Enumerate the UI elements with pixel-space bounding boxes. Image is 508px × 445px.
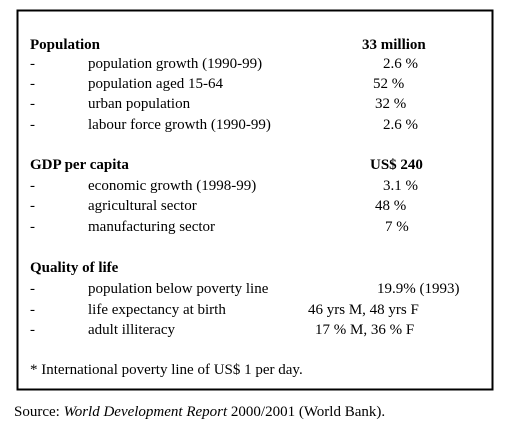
row-marker: - — [30, 302, 35, 318]
row-marker: - — [30, 96, 35, 112]
source-title: World Development Report — [64, 404, 228, 420]
row-value: 48 % — [375, 198, 406, 214]
footnote: * International poverty line of US$ 1 pe… — [30, 362, 303, 378]
row-marker: - — [30, 76, 35, 92]
frame — [16, 9, 494, 391]
row-marker: - — [30, 56, 35, 72]
row-label: manufacturing sector — [88, 219, 215, 235]
row-label: adult illiteracy — [88, 322, 176, 338]
section-heading-value: 33 million — [362, 37, 426, 53]
row-marker: - — [30, 178, 35, 194]
source-prefix: Source: — [14, 404, 60, 420]
row-label: population aged 15-64 — [88, 76, 223, 92]
row-value: 52 % — [373, 76, 404, 92]
section-heading: Population — [30, 37, 101, 53]
row-value: 7 % — [385, 219, 409, 235]
row-label: population growth (1990-99) — [88, 56, 262, 72]
row-label: economic growth (1998-99) — [88, 178, 256, 194]
row-label: population below poverty line — [88, 281, 269, 297]
row-value: 19.9% (1993) — [377, 281, 460, 297]
row-value: 46 yrs M, 48 yrs F — [308, 302, 419, 318]
row-label: life expectancy at birth — [88, 302, 226, 318]
row-marker: - — [30, 198, 35, 214]
section-heading: GDP per capita — [30, 157, 129, 173]
row-marker: - — [30, 281, 35, 297]
row-value: 3.1 % — [383, 178, 418, 194]
row-label: labour force growth (1990-99) — [88, 117, 271, 133]
row-value: 17 % M, 36 % F — [315, 322, 414, 338]
row-value: 32 % — [375, 96, 406, 112]
row-value: 2.6 % — [383, 117, 418, 133]
row-label: urban population — [88, 96, 191, 112]
source-suffix: 2000/2001 (World Bank). — [231, 404, 385, 420]
source: Source: World Development Report 2000/20… — [14, 404, 385, 420]
row-marker: - — [30, 219, 35, 235]
section-heading: Quality of life — [30, 260, 119, 276]
row-marker: - — [30, 117, 35, 133]
row-label: agricultural sector — [88, 198, 197, 214]
section-heading-value: US$ 240 — [370, 157, 423, 173]
row-marker: - — [30, 322, 35, 338]
row-value: 2.6 % — [383, 56, 418, 72]
